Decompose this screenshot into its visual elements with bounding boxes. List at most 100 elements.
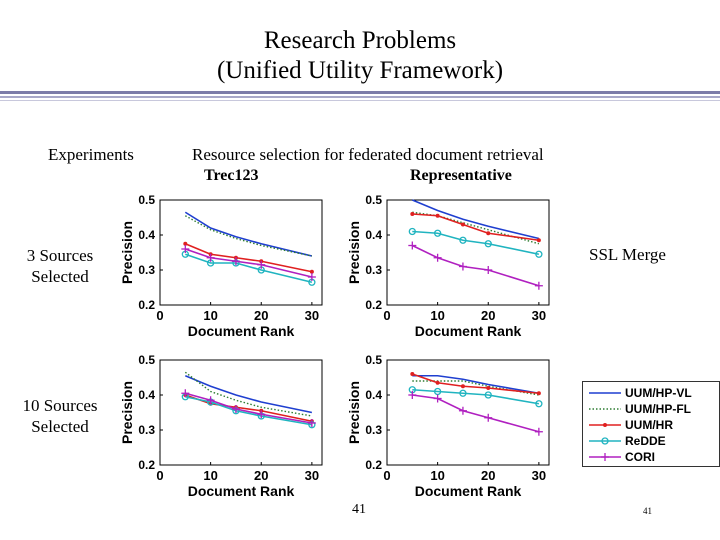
x-tick-label: 20 <box>254 308 268 323</box>
plot-frame <box>386 199 550 306</box>
chart-trec123-10-sources: 0.2 0.3 0.4 0.5 0 10 20 30 Document Rank Precisio… <box>119 353 323 499</box>
data-point-cori <box>534 281 543 290</box>
data-point-uum-hr <box>486 386 491 390</box>
data-point-cori <box>231 405 240 413</box>
legend-item-uum-hr: UUM/HR <box>583 417 719 433</box>
y-axis-label: Precision <box>119 381 135 444</box>
slide-title-line2: (Unified Utility Framework) <box>216 57 504 84</box>
chart-legend: UUM/HP-VL UUM/HP-FL UUM/HR ReDDE CORI <box>582 381 720 467</box>
data-point-cori <box>181 245 190 253</box>
data-point-redde <box>535 400 543 408</box>
y-tick-label: 0.3 <box>365 263 382 277</box>
row-label-10-line2: Selected <box>31 417 89 436</box>
y-axis-label: Precision <box>346 221 362 284</box>
data-point-cori <box>206 396 215 405</box>
data-point-uum-hr <box>309 269 314 274</box>
data-point-redde <box>408 227 416 236</box>
data-point-redde <box>459 236 467 244</box>
y-tick-label: 0.3 <box>138 423 155 437</box>
data-point-cori <box>408 391 417 399</box>
slide-title-line1: Research Problems <box>263 27 457 54</box>
x-tick-label: 10 <box>430 468 444 483</box>
chart-trec123-3-sources: 0.2 0.3 0.4 0.5 0 10 20 30 Document Rank Precisio… <box>119 193 323 339</box>
data-point-uum-hr <box>460 384 465 389</box>
series-line-uum-hp-vl <box>185 375 313 414</box>
data-point-uum-hr <box>183 241 188 246</box>
series-line-uum-hp-vl <box>184 211 313 257</box>
chart-representative-10-sources: 0.2 0.3 0.4 0.5 0 10 20 30 Document Rank Precisio… <box>346 353 550 499</box>
column-label-representative: Representative <box>410 167 512 184</box>
data-point-uum-hr <box>410 212 415 216</box>
data-point-cori <box>307 419 316 427</box>
legend-item-uum-hp-vl: UUM/HP-VL <box>583 385 719 401</box>
column-label-trec123: Trec123 <box>204 167 259 184</box>
row-label-10-line1: 10 Sources <box>22 396 98 415</box>
x-tick-label: 10 <box>203 308 217 323</box>
data-point-cori <box>458 262 467 271</box>
slide-subtitle: Resource selection for federated documen… <box>192 145 544 164</box>
data-point-cori <box>231 257 240 266</box>
legend-label: UUM/HR <box>625 418 673 432</box>
y-tick-label: 0.2 <box>365 458 382 472</box>
y-tick-label: 0.2 <box>138 298 155 312</box>
y-tick-label: 0.4 <box>365 388 382 402</box>
x-tick-label: 0 <box>156 308 163 323</box>
x-tick-label: 0 <box>156 468 163 483</box>
data-point-uum-hr <box>460 222 465 227</box>
data-point-redde <box>484 391 492 399</box>
x-tick-label: 0 <box>383 468 390 483</box>
data-point-redde <box>459 389 467 397</box>
title-divider <box>0 91 720 94</box>
series-line-redde <box>412 388 540 405</box>
legend-label: UUM/HP-FL <box>625 402 691 416</box>
legend-item-redde: ReDDE <box>583 433 719 449</box>
page-number-small: 41 <box>643 506 652 516</box>
ssl-merge-label: SSL Merge <box>589 245 666 264</box>
series-line-uum-hp-fl <box>184 215 313 257</box>
legend-line-swatch <box>589 392 621 394</box>
row-label-10-sources: 10 Sources Selected <box>4 395 116 437</box>
data-point-cori <box>458 406 467 415</box>
data-point-cori <box>484 413 493 422</box>
legend-label: ReDDE <box>625 434 666 448</box>
x-tick-label: 0 <box>383 308 390 323</box>
data-point-uum-hr <box>435 213 440 218</box>
data-point-uum-hr <box>486 231 491 236</box>
chart-representative-3-sources: 0.2 0.3 0.4 0.5 0 10 20 30 Document Rank Precisio… <box>346 193 550 339</box>
row-label-3-sources: 3 Sources Selected <box>6 245 114 287</box>
x-tick-label: 10 <box>203 468 217 483</box>
y-tick-label: 0.4 <box>138 228 155 242</box>
legend-item-cori: CORI <box>583 449 719 465</box>
x-axis-label: Document Rank <box>415 483 522 499</box>
x-tick-label: 10 <box>430 308 444 323</box>
x-tick-label: 30 <box>305 308 319 323</box>
data-point-cori <box>206 253 215 262</box>
x-tick-label: 30 <box>305 468 319 483</box>
data-point-cori <box>257 260 266 269</box>
experiments-label: Experiments <box>48 145 134 164</box>
legend-line-swatch <box>589 437 621 445</box>
row-label-3-line1: 3 Sources <box>26 246 94 265</box>
x-axis-label: Document Rank <box>188 323 295 339</box>
series-line-redde <box>412 230 540 256</box>
legend-line-swatch <box>589 408 621 410</box>
x-axis-label: Document Rank <box>188 483 295 499</box>
legend-line-swatch <box>589 453 621 461</box>
legend-label: UUM/HP-VL <box>625 386 692 400</box>
data-point-redde <box>484 240 492 248</box>
legend-item-uum-hp-fl: UUM/HP-FL <box>583 401 719 417</box>
data-point-cori <box>257 410 266 419</box>
data-point-uum-hr <box>536 238 541 243</box>
y-tick-label: 0.3 <box>138 263 155 277</box>
data-point-uum-hr <box>410 372 415 376</box>
data-point-cori <box>307 273 316 281</box>
page-number: 41 <box>352 502 366 517</box>
y-tick-label: 0.2 <box>365 298 382 312</box>
data-point-cori <box>181 389 190 398</box>
data-point-cori <box>534 427 543 436</box>
series-line-uum-hp-vl <box>412 199 540 240</box>
series-line-uum-hp-vl <box>412 374 540 395</box>
y-tick-label: 0.4 <box>138 388 155 402</box>
x-tick-label: 20 <box>481 308 495 323</box>
y-tick-label: 0.5 <box>138 193 155 207</box>
